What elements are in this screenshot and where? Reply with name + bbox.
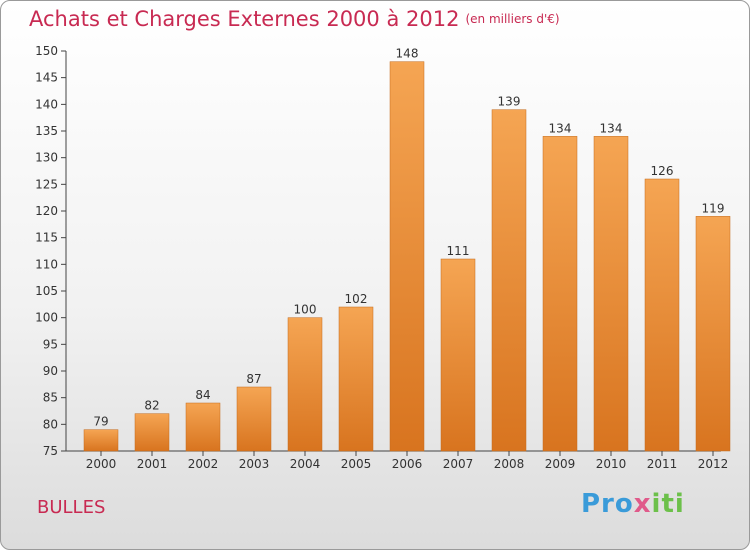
y-tick-label: 140: [35, 97, 58, 111]
y-tick-label: 85: [43, 391, 58, 405]
x-tick-label-2000: 2000: [86, 457, 117, 471]
y-tick-label: 105: [35, 284, 58, 298]
y-tick-label: 125: [35, 177, 58, 191]
y-tick-label: 80: [43, 417, 58, 431]
bar-2009: [542, 136, 578, 452]
data-label-2001: 82: [144, 399, 159, 413]
chart-title: Achats et Charges Externes 2000 à 2012 (e…: [29, 7, 560, 31]
y-tick-label: 75: [43, 444, 58, 458]
data-label-2002: 84: [195, 388, 210, 402]
data-label-2007: 111: [447, 244, 470, 258]
bar-2001: [134, 413, 170, 452]
y-tick-label: 100: [35, 311, 58, 325]
y-tick-label: 130: [35, 151, 58, 165]
x-tick-label-2010: 2010: [596, 457, 627, 471]
data-label-2011: 126: [651, 164, 674, 178]
bar-2011: [644, 178, 680, 452]
bar-2012: [695, 216, 731, 452]
y-tick-label: 120: [35, 204, 58, 218]
bar-2002: [185, 402, 221, 452]
x-tick-label-2006: 2006: [392, 457, 423, 471]
y-tick-label: 150: [35, 44, 58, 58]
y-tick-label: 145: [35, 71, 58, 85]
data-label-2004: 100: [294, 303, 317, 317]
x-tick-label-2002: 2002: [188, 457, 219, 471]
y-tick-label: 110: [35, 257, 58, 271]
y-tick-label: 135: [35, 124, 58, 138]
x-tick-label-2008: 2008: [494, 457, 525, 471]
y-tick-label: 90: [43, 364, 58, 378]
bar-2005: [338, 306, 374, 452]
x-tick-label-2011: 2011: [647, 457, 678, 471]
logo-part-3: iti: [651, 489, 685, 519]
x-tick-label-2001: 2001: [137, 457, 168, 471]
commune-name: BULLES: [37, 497, 106, 518]
data-label-2008: 139: [498, 95, 521, 109]
data-label-2010: 134: [600, 121, 623, 135]
data-label-2009: 134: [549, 121, 572, 135]
data-label-2012: 119: [702, 201, 725, 215]
bar-2003: [236, 386, 272, 452]
x-tick-label-2007: 2007: [443, 457, 474, 471]
logo-part-1: Pro: [581, 489, 634, 519]
bar-2007: [440, 258, 476, 452]
bar-2010: [593, 136, 629, 452]
data-label-2005: 102: [345, 292, 368, 306]
data-label-2006: 148: [396, 47, 419, 61]
bar-2008: [491, 109, 527, 452]
x-tick-label-2009: 2009: [545, 457, 576, 471]
x-tick-label-2003: 2003: [239, 457, 270, 471]
bar-2006: [389, 61, 425, 452]
bar-2000: [83, 429, 119, 452]
logo-part-2: x: [633, 489, 652, 519]
x-tick-label-2012: 2012: [698, 457, 729, 471]
proxiti-logo: Proxiti: [581, 489, 685, 519]
bar-2004: [287, 317, 323, 452]
chart-subtitle: (en milliers d'€): [465, 12, 560, 26]
x-tick-label-2005: 2005: [341, 457, 372, 471]
data-label-2003: 87: [246, 372, 261, 386]
y-tick-label: 95: [43, 337, 58, 351]
x-tick-label-2004: 2004: [290, 457, 321, 471]
y-tick-label: 115: [35, 231, 58, 245]
chart-title-text: Achats et Charges Externes 2000 à 2012: [29, 7, 460, 31]
data-label-2000: 79: [93, 415, 108, 429]
